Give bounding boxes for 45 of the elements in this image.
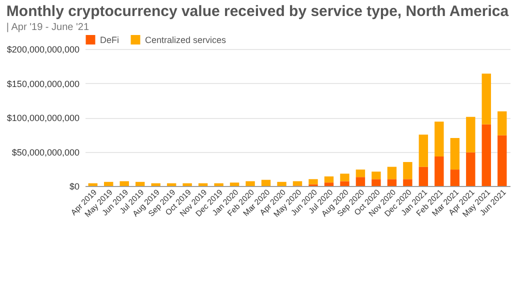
y-tick-label: $50,000,000,000 bbox=[12, 147, 80, 158]
bar bbox=[498, 135, 507, 186]
bar bbox=[450, 170, 460, 186]
y-tick-label: $0 bbox=[69, 182, 80, 192]
bar bbox=[403, 179, 412, 186]
bar bbox=[356, 177, 366, 186]
bar bbox=[372, 172, 381, 180]
bar bbox=[151, 183, 160, 186]
bar bbox=[387, 179, 397, 186]
bar bbox=[214, 183, 224, 186]
bar bbox=[246, 181, 255, 186]
bar bbox=[403, 162, 412, 180]
bar bbox=[277, 182, 286, 186]
bar bbox=[418, 166, 428, 186]
bar bbox=[135, 182, 145, 186]
bar bbox=[434, 122, 444, 157]
bar bbox=[340, 174, 350, 182]
bar bbox=[466, 116, 476, 152]
bar bbox=[387, 166, 397, 180]
bar bbox=[418, 134, 428, 167]
bar bbox=[120, 181, 129, 186]
bar bbox=[356, 170, 366, 178]
legend-label: DeFi bbox=[100, 34, 120, 45]
y-tick-label: $100,000,000,000 bbox=[6, 113, 80, 123]
chart-title: Monthly cryptocurrency value received by service type, North America bbox=[6, 3, 510, 20]
bar bbox=[372, 179, 381, 186]
bar bbox=[450, 138, 460, 170]
bar bbox=[182, 183, 192, 186]
bar bbox=[482, 74, 491, 124]
chart-subtitle: | Apr '19 - June '21 bbox=[6, 22, 90, 33]
bar bbox=[104, 182, 114, 186]
bar bbox=[498, 111, 507, 136]
y-tick-label: $200,000,000,000 bbox=[6, 44, 80, 54]
bar bbox=[466, 152, 476, 186]
bar bbox=[292, 181, 302, 186]
bar bbox=[261, 180, 271, 186]
legend-label: Centralized services bbox=[145, 34, 227, 45]
bar bbox=[230, 182, 240, 186]
bar bbox=[308, 179, 318, 184]
bar bbox=[482, 124, 491, 186]
bar bbox=[434, 156, 444, 186]
bar bbox=[324, 176, 334, 183]
y-tick-label: $150,000,000,000 bbox=[6, 78, 80, 89]
bar bbox=[324, 182, 334, 186]
bar bbox=[340, 181, 350, 186]
